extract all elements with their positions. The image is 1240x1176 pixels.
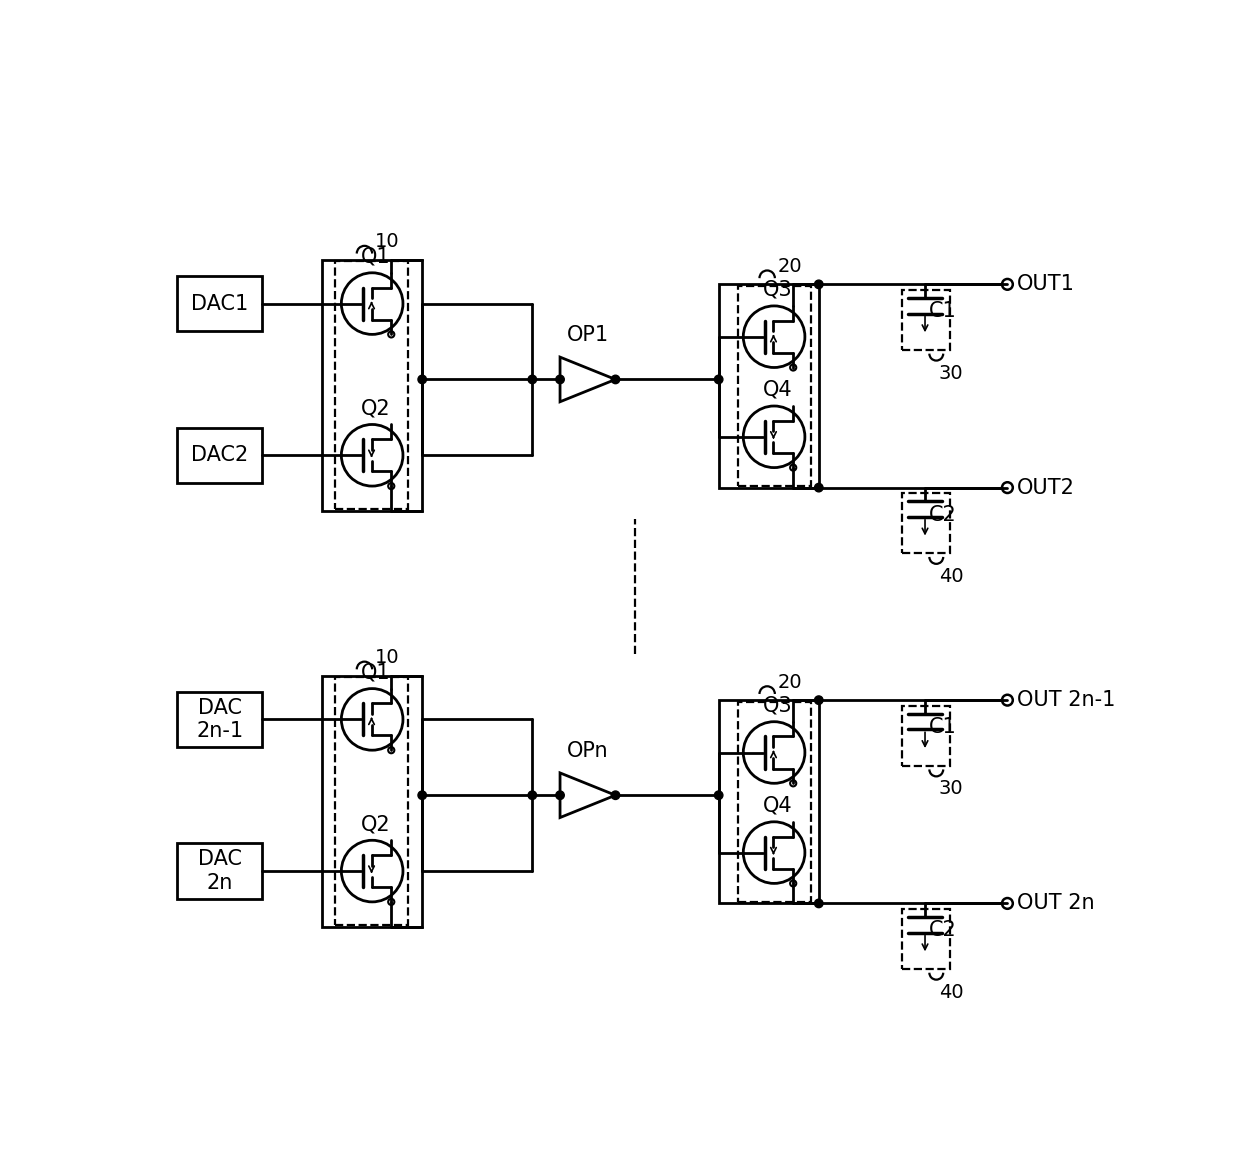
- Text: Q3: Q3: [763, 280, 792, 300]
- Text: DAC2: DAC2: [191, 446, 248, 466]
- Bar: [901, 909, 950, 969]
- Text: OP1: OP1: [567, 325, 609, 345]
- Circle shape: [815, 696, 823, 704]
- Text: Q2: Q2: [361, 814, 391, 834]
- Text: Q4: Q4: [763, 380, 792, 400]
- Text: C1: C1: [929, 301, 956, 321]
- Bar: [719, 700, 818, 903]
- Text: Q1: Q1: [361, 662, 391, 682]
- Bar: [177, 843, 262, 898]
- Text: 30: 30: [939, 780, 963, 799]
- Circle shape: [714, 791, 723, 800]
- Text: 40: 40: [939, 567, 963, 586]
- Bar: [738, 702, 811, 902]
- Bar: [738, 286, 811, 486]
- Text: DAC1: DAC1: [191, 294, 248, 314]
- Bar: [901, 706, 950, 766]
- Bar: [322, 675, 422, 927]
- Text: 10: 10: [376, 648, 399, 667]
- Circle shape: [418, 375, 427, 383]
- Text: 20: 20: [777, 256, 802, 276]
- Bar: [901, 289, 950, 349]
- Text: DAC
2n: DAC 2n: [197, 849, 242, 893]
- Text: 10: 10: [376, 232, 399, 252]
- Text: Q3: Q3: [763, 695, 792, 715]
- Text: Q2: Q2: [361, 399, 391, 419]
- Circle shape: [611, 791, 620, 800]
- Text: OUT2: OUT2: [1017, 477, 1075, 497]
- Bar: [335, 677, 408, 926]
- Text: 30: 30: [939, 363, 963, 382]
- Bar: [901, 493, 950, 553]
- Circle shape: [815, 280, 823, 288]
- Circle shape: [528, 791, 537, 800]
- Text: DAC
2n-1: DAC 2n-1: [196, 697, 243, 741]
- Text: C2: C2: [929, 505, 956, 524]
- Text: OPn: OPn: [567, 741, 609, 761]
- Circle shape: [556, 375, 564, 383]
- Circle shape: [556, 791, 564, 800]
- Text: C2: C2: [929, 921, 956, 941]
- Bar: [322, 260, 422, 510]
- Bar: [177, 428, 262, 483]
- Circle shape: [418, 791, 427, 800]
- Text: OUT1: OUT1: [1017, 274, 1075, 294]
- Bar: [177, 276, 262, 332]
- Text: 40: 40: [939, 983, 963, 1002]
- Text: C1: C1: [929, 717, 956, 737]
- Text: 20: 20: [777, 673, 802, 691]
- Text: Q1: Q1: [361, 247, 391, 267]
- Text: OUT 2n-1: OUT 2n-1: [1017, 690, 1115, 710]
- Text: OUT 2n: OUT 2n: [1017, 894, 1094, 914]
- Text: Q4: Q4: [763, 796, 792, 816]
- Bar: [177, 691, 262, 747]
- Circle shape: [815, 483, 823, 492]
- Bar: [719, 285, 818, 488]
- Circle shape: [815, 900, 823, 908]
- Circle shape: [611, 375, 620, 383]
- Circle shape: [528, 375, 537, 383]
- Bar: [335, 261, 408, 509]
- Circle shape: [714, 375, 723, 383]
